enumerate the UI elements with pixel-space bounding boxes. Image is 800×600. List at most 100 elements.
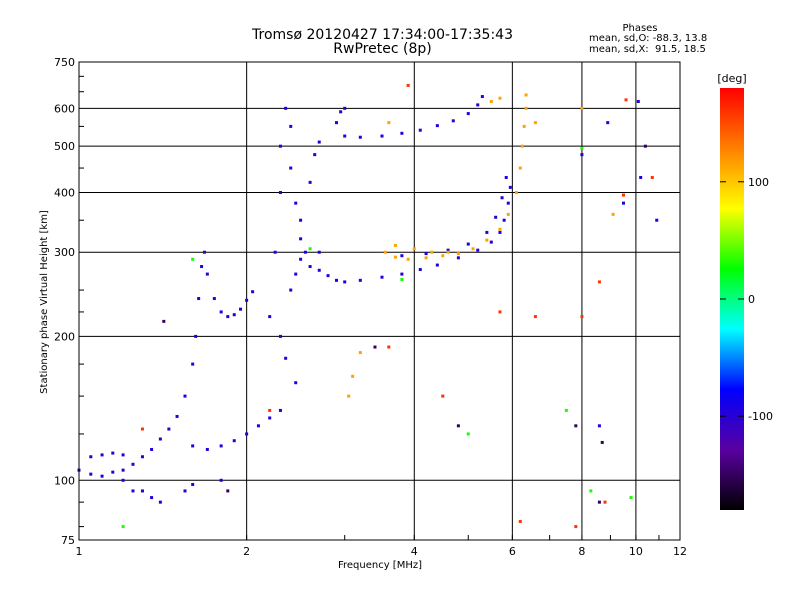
data-point bbox=[191, 362, 195, 366]
data-point bbox=[268, 408, 272, 412]
data-points bbox=[77, 83, 659, 529]
data-point bbox=[636, 100, 640, 104]
data-point bbox=[446, 250, 450, 254]
data-point bbox=[506, 201, 510, 205]
data-point bbox=[268, 315, 272, 319]
data-point bbox=[326, 274, 330, 278]
data-point bbox=[191, 482, 195, 486]
data-point bbox=[162, 319, 166, 323]
data-point bbox=[212, 297, 216, 301]
data-point bbox=[347, 394, 351, 398]
data-point bbox=[580, 315, 584, 319]
data-point bbox=[430, 250, 434, 254]
data-point bbox=[245, 432, 249, 436]
data-point bbox=[418, 128, 422, 132]
data-point bbox=[520, 144, 524, 148]
data-point bbox=[650, 175, 654, 179]
data-point bbox=[278, 144, 282, 148]
chart-subtitle: RwPretec (8p) bbox=[333, 41, 432, 57]
data-point bbox=[639, 175, 643, 179]
data-point bbox=[100, 453, 104, 457]
y-tick-label: 750 bbox=[54, 56, 75, 69]
y-axis-ticks: 75 100 200 300 400 500 600 750 bbox=[54, 56, 84, 547]
data-point bbox=[150, 447, 154, 451]
data-point bbox=[232, 439, 236, 443]
data-point bbox=[343, 280, 347, 284]
data-point bbox=[476, 248, 480, 252]
data-point bbox=[597, 424, 601, 428]
data-point bbox=[278, 190, 282, 194]
data-point bbox=[393, 255, 397, 259]
data-point bbox=[140, 489, 144, 493]
data-point bbox=[611, 212, 615, 216]
data-point bbox=[299, 257, 303, 261]
data-point bbox=[294, 272, 298, 276]
data-point bbox=[441, 254, 445, 258]
data-point bbox=[424, 256, 428, 260]
data-point bbox=[299, 218, 303, 222]
data-point bbox=[406, 257, 410, 261]
data-point bbox=[273, 250, 277, 254]
colorbar-ticks: 100 0 -100 bbox=[720, 176, 773, 423]
data-point bbox=[111, 470, 115, 474]
data-point bbox=[140, 455, 144, 459]
data-point bbox=[564, 408, 568, 412]
y-tick-label: 200 bbox=[54, 330, 75, 343]
data-point bbox=[380, 134, 384, 138]
data-point bbox=[339, 110, 343, 114]
data-point bbox=[89, 472, 93, 476]
data-point bbox=[373, 345, 377, 349]
data-point bbox=[400, 131, 404, 135]
data-point bbox=[498, 227, 502, 231]
data-point bbox=[284, 356, 288, 360]
phases-title: Phases bbox=[622, 23, 658, 34]
data-point bbox=[489, 240, 493, 244]
data-point bbox=[508, 185, 512, 189]
x-axis-label: Frequency [MHz] bbox=[338, 560, 422, 571]
data-point bbox=[506, 212, 510, 216]
data-point bbox=[574, 424, 578, 428]
data-point bbox=[524, 106, 528, 110]
data-point bbox=[387, 121, 391, 125]
data-point bbox=[518, 519, 522, 523]
data-point bbox=[299, 237, 303, 241]
data-point bbox=[205, 272, 209, 276]
data-point bbox=[580, 146, 584, 150]
x-tick-label: 1 bbox=[76, 545, 83, 558]
data-point bbox=[358, 278, 362, 282]
x-tick-label: 4 bbox=[411, 545, 418, 558]
data-point bbox=[294, 201, 298, 205]
data-point bbox=[226, 489, 230, 493]
data-point bbox=[140, 427, 144, 431]
data-point bbox=[589, 489, 593, 493]
data-point bbox=[597, 280, 601, 284]
data-point bbox=[219, 478, 223, 482]
data-point bbox=[655, 218, 659, 222]
colorbar-tick-label: -100 bbox=[748, 410, 773, 423]
colorbar-label: [deg] bbox=[717, 72, 746, 85]
data-point bbox=[400, 254, 404, 258]
data-point bbox=[256, 424, 260, 428]
data-point bbox=[358, 351, 362, 355]
data-point bbox=[485, 238, 489, 242]
y-tick-label: 400 bbox=[54, 186, 75, 199]
data-point bbox=[278, 408, 282, 412]
y-tick-label: 500 bbox=[54, 140, 75, 153]
data-point bbox=[343, 134, 347, 138]
data-point bbox=[191, 257, 195, 261]
colorbar-tick-label: 100 bbox=[748, 176, 769, 189]
data-point bbox=[533, 315, 537, 319]
data-point bbox=[226, 315, 230, 319]
data-point bbox=[121, 453, 125, 457]
data-point bbox=[313, 153, 317, 157]
colorbar-tick-label: 0 bbox=[748, 293, 755, 306]
data-point bbox=[624, 98, 628, 102]
x-tick-label: 2 bbox=[243, 545, 250, 558]
data-point bbox=[629, 496, 633, 500]
data-point bbox=[232, 313, 236, 317]
data-point bbox=[580, 106, 584, 110]
data-point bbox=[456, 252, 460, 256]
data-point bbox=[308, 180, 312, 184]
data-point bbox=[533, 121, 537, 125]
data-point bbox=[502, 218, 506, 222]
